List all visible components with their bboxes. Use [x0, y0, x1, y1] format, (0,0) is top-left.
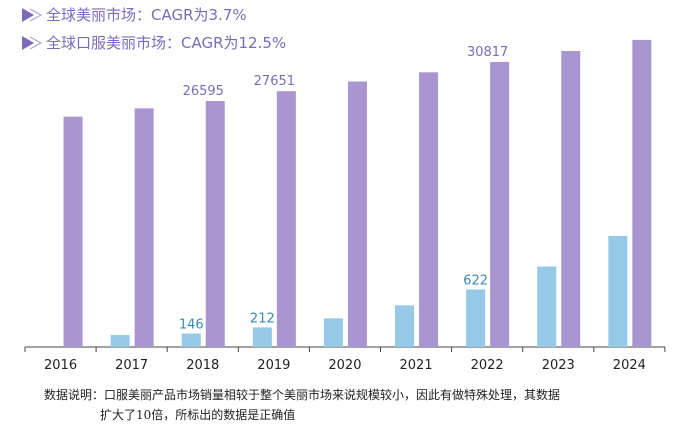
x-tick-label: 2024: [613, 358, 646, 373]
bar-global-beauty: [632, 39, 652, 347]
data-label-global: 27651: [254, 74, 295, 89]
x-tick-label: 2023: [542, 358, 575, 373]
bar-global-beauty: [419, 72, 439, 348]
footnote-line-2: 扩大了10倍，所标出的数据是正确值: [100, 408, 296, 422]
footnote-line-1: 数据说明：口服美丽产品市场销量相较于整个美丽市场来说规模较小，因此有做特殊处理，…: [44, 388, 561, 402]
bar-global-beauty: [561, 51, 581, 347]
bar-global-beauty: [276, 91, 296, 347]
bar-global-beauty: [63, 116, 83, 347]
data-label-global: 30817: [467, 45, 508, 60]
bar-chart: 2016 2017 2018 146 26595 2019 212 27651 2020 2021…: [24, 39, 666, 373]
bar-oral-beauty: [323, 318, 343, 347]
bar-global-beauty: [490, 61, 510, 348]
x-tick-label: 2018: [186, 358, 219, 373]
x-tick-label: 2017: [115, 358, 148, 373]
bar-global-beauty: [205, 101, 225, 347]
bar-oral-beauty: [466, 289, 486, 347]
bar-global-beauty: [134, 108, 154, 347]
triangle-arrow-icon: [22, 7, 42, 22]
legend-text: 全球美丽市场：CAGR为3.7%: [46, 6, 247, 24]
legend-item-oral-beauty: 全球口服美丽市场：CAGR为12.5%: [22, 32, 286, 53]
x-tick-label: 2019: [257, 358, 290, 373]
bar-oral-beauty: [608, 236, 628, 347]
bar-oral-beauty: [395, 305, 415, 347]
bar-oral-beauty: [110, 334, 130, 347]
bar-oral-beauty: [537, 266, 557, 347]
data-label-oral: 622: [463, 273, 488, 288]
x-tick-label: 2021: [400, 358, 433, 373]
triangle-arrow-icon: [22, 35, 42, 50]
legend-item-global-beauty: 全球美丽市场：CAGR为3.7%: [22, 4, 247, 25]
x-tick-label: 2016: [44, 358, 77, 373]
legend-text: 全球口服美丽市场：CAGR为12.5%: [46, 34, 287, 52]
bar-oral-beauty: [181, 333, 201, 347]
bar-oral-beauty: [252, 327, 272, 347]
bar-global-beauty: [347, 81, 367, 347]
data-label-oral: 146: [179, 317, 204, 332]
footnote: 数据说明：口服美丽产品市场销量相较于整个美丽市场来说规模较小，因此有做特殊处理，…: [44, 385, 664, 425]
data-label-global: 26595: [183, 84, 224, 99]
data-label-oral: 212: [250, 311, 275, 326]
x-tick-label: 2022: [471, 358, 504, 373]
x-tick-label: 2020: [328, 358, 361, 373]
